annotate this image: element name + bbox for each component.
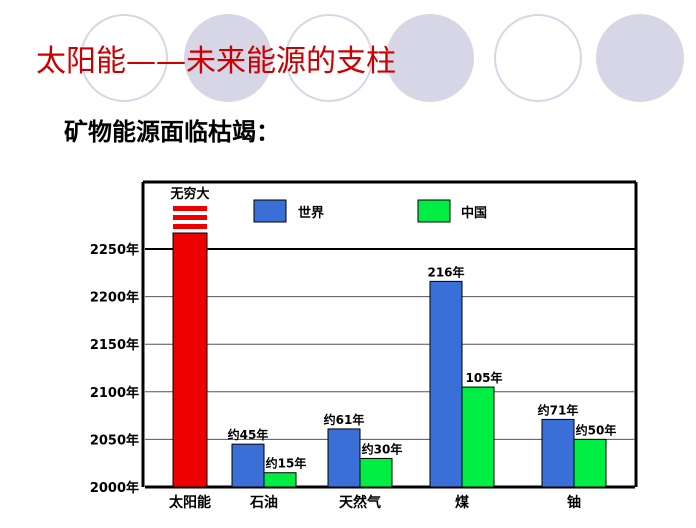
bar-label-solar: 无穷大 xyxy=(169,186,209,202)
x-category-label: 天然气 xyxy=(339,494,381,511)
decor-circle-1 xyxy=(80,14,168,102)
bar-world xyxy=(429,280,463,488)
bar-world xyxy=(231,443,265,488)
slide-title: 太阳能——未来能源的支柱 xyxy=(36,44,396,79)
bar-value-label: 216年 xyxy=(427,264,464,279)
y-tick-label: 2000年 xyxy=(90,480,139,496)
x-category-label: 石油 xyxy=(249,494,278,511)
bar-world xyxy=(541,418,575,488)
bar-value-label: 约50年 xyxy=(576,422,617,437)
y-tick-label: 2250年 xyxy=(90,242,139,258)
bar-value-label: 约71年 xyxy=(538,402,579,417)
x-category-label: 铀 xyxy=(567,494,581,511)
bar-value-label: 约45年 xyxy=(228,427,269,442)
bar-value-label: 105年 xyxy=(465,370,502,385)
x-category-label: 太阳能 xyxy=(169,494,211,511)
decor-circle-5 xyxy=(494,14,582,102)
x-category-label: 煤 xyxy=(455,494,470,511)
decor-circle-4 xyxy=(386,14,474,102)
y-tick-label: 2100年 xyxy=(90,385,139,401)
decor-circle-2 xyxy=(184,14,272,102)
decor-circle-6 xyxy=(596,14,684,102)
bar-china xyxy=(461,386,495,488)
bar-solar-stripe xyxy=(173,215,207,220)
bar-solar-stripe xyxy=(173,224,207,229)
bar-solar xyxy=(172,232,208,488)
bar-world xyxy=(327,428,361,488)
bar-solar-stripe xyxy=(173,206,207,211)
bar-value-label: 约30年 xyxy=(362,441,403,456)
y-tick-label: 2150年 xyxy=(90,337,139,353)
legend-label-world: 世界 xyxy=(298,205,324,221)
y-tick-label: 2200年 xyxy=(90,290,139,306)
y-tick-label: 2050年 xyxy=(90,432,139,448)
legend-swatch-world xyxy=(253,199,287,223)
bar-value-label: 约61年 xyxy=(324,412,365,427)
bar-china xyxy=(263,472,297,488)
slide-subtitle: 矿物能源面临枯竭： xyxy=(64,117,280,146)
bar-value-label: 约15年 xyxy=(266,456,307,471)
decor-circle-3 xyxy=(285,14,373,102)
legend-label-china: 中国 xyxy=(461,205,487,221)
bar-china xyxy=(359,457,393,488)
bar-china xyxy=(573,438,607,488)
legend-swatch-china xyxy=(417,199,451,223)
